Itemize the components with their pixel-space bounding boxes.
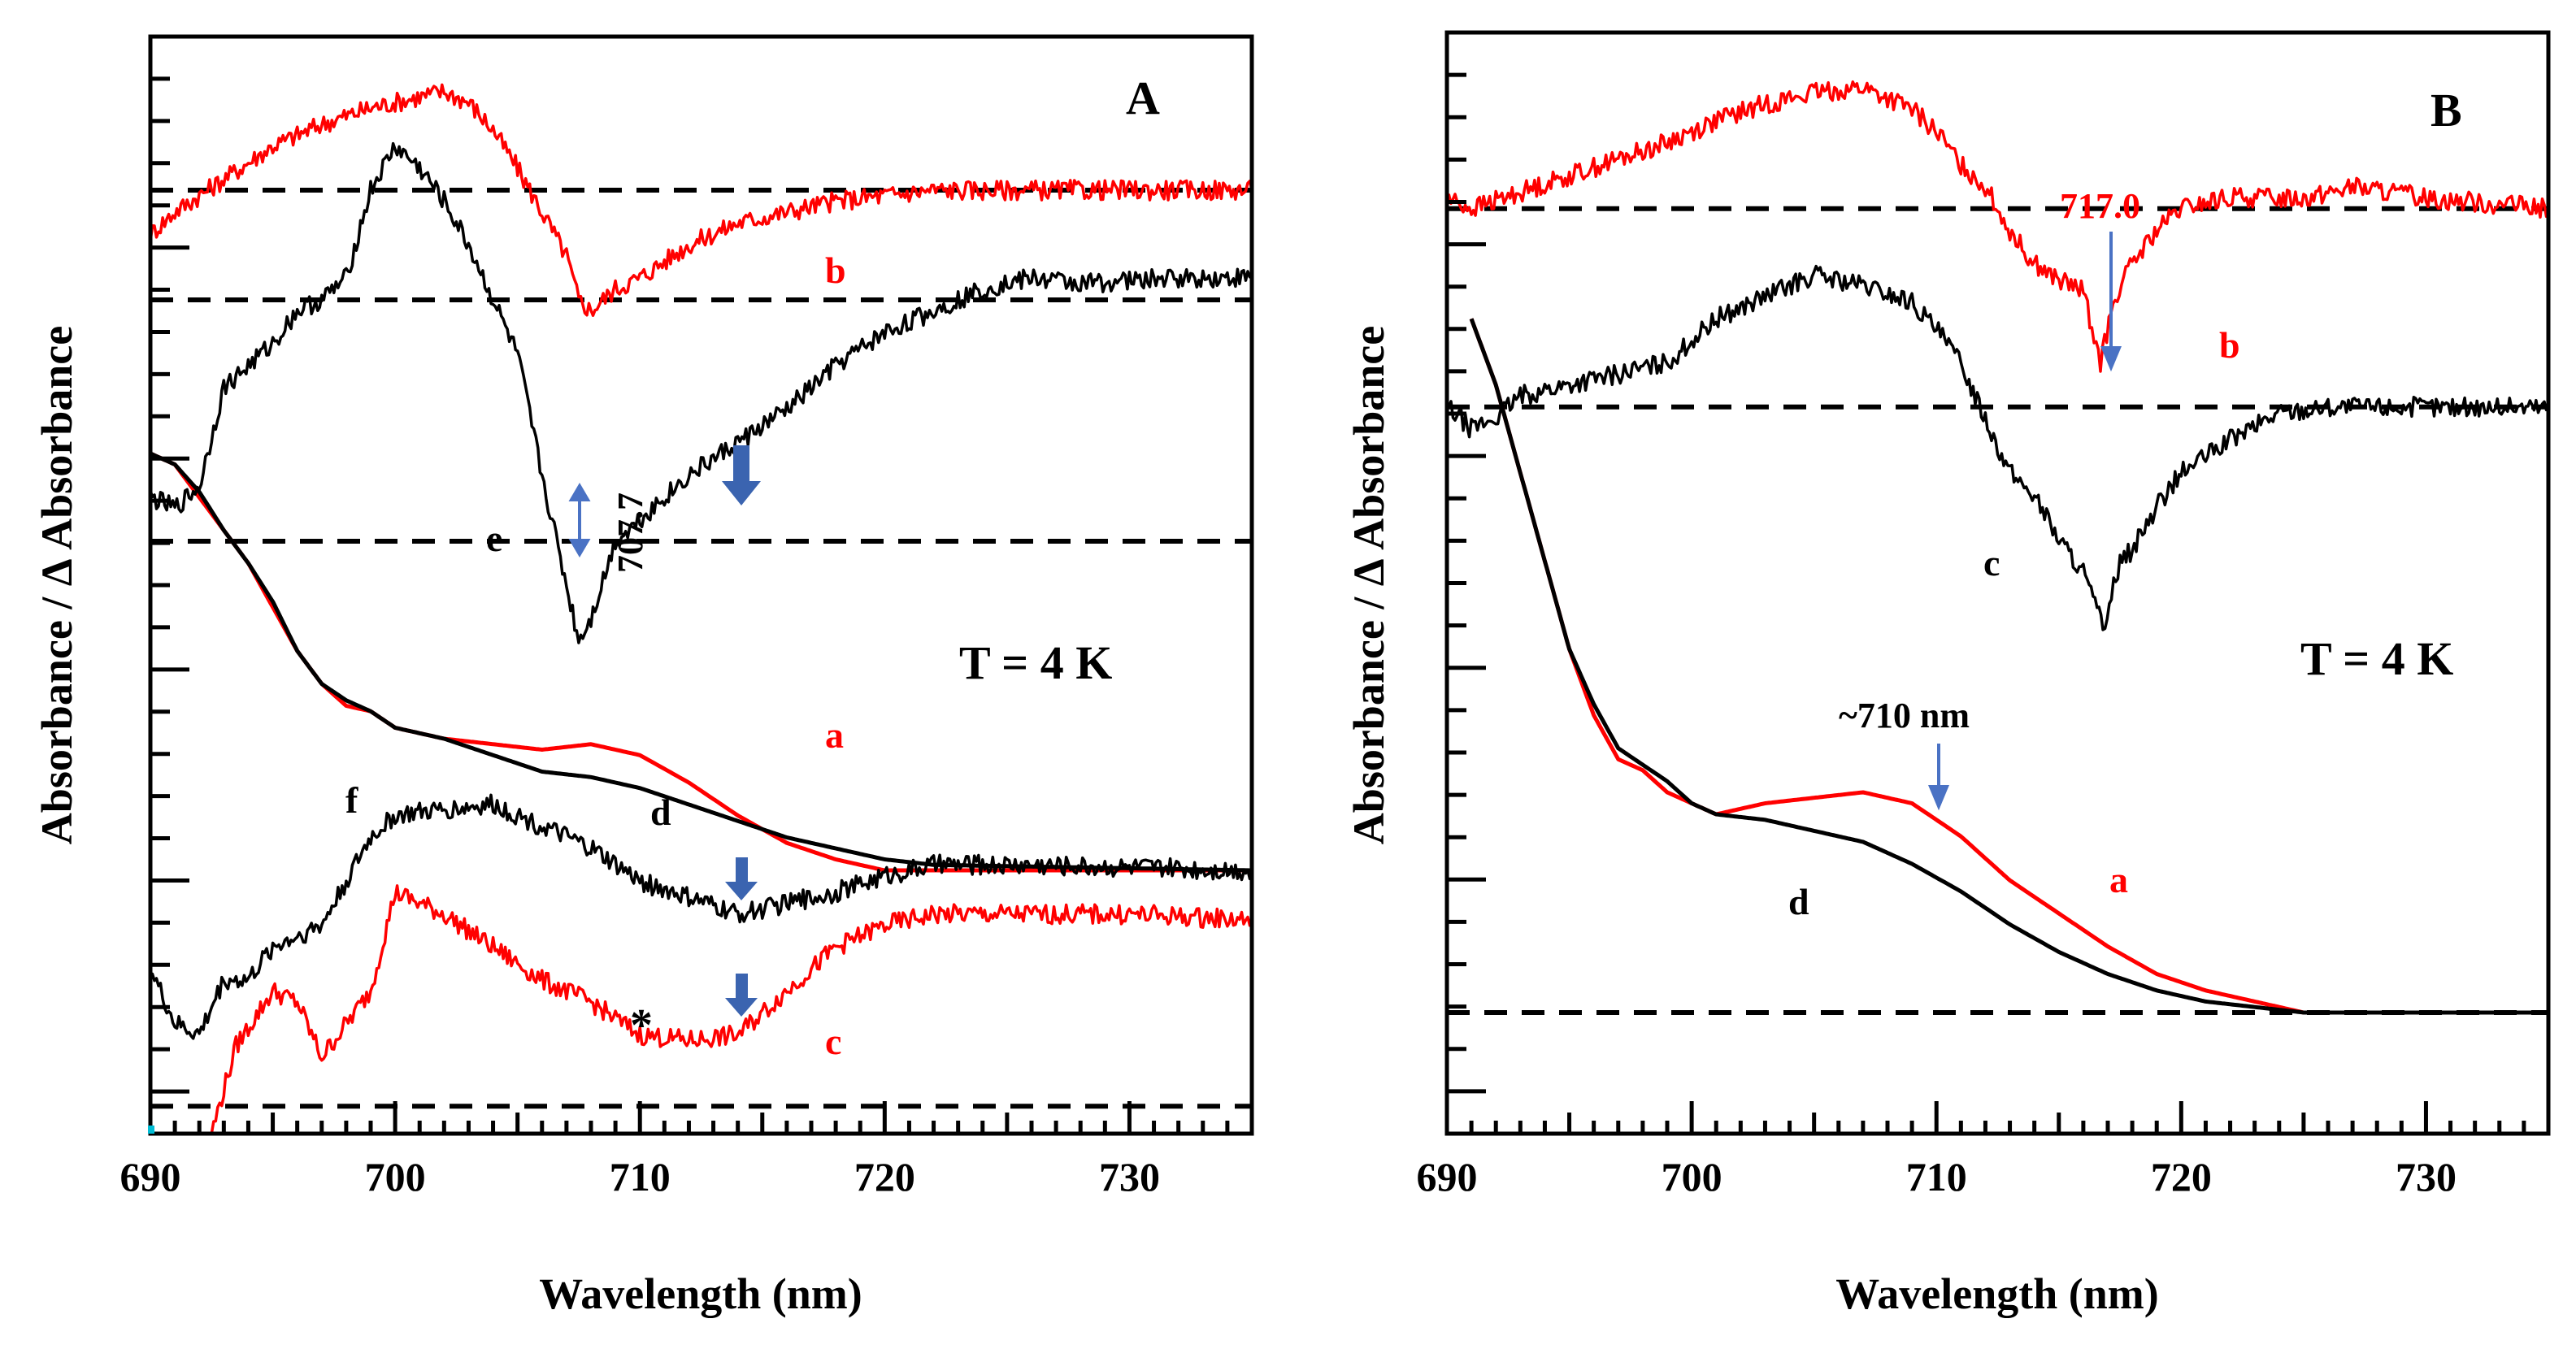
x-tick-label: 720 — [2151, 1154, 2212, 1199]
panel-label-a: A — [1126, 72, 1160, 124]
y-ticks-b — [1447, 72, 1486, 1094]
peak-label-710: ~710 nm — [1839, 696, 1970, 735]
down-arrow-icon-f — [725, 857, 758, 900]
y-ticks-a — [150, 76, 189, 1094]
curve-label-b-d: d — [1788, 881, 1809, 922]
panel-label-b: B — [2430, 84, 2462, 137]
down-arrow-icon-e — [722, 445, 761, 505]
peak-label-707: 707.7 — [610, 492, 650, 573]
x-tick-label: 730 — [1099, 1154, 1160, 1199]
curve-label-a-c: c — [825, 1021, 841, 1062]
down-arrow-icon-717 — [2100, 232, 2122, 372]
x-tick-label: 730 — [2396, 1154, 2457, 1199]
curve-label-a-a: a — [825, 714, 844, 756]
curve-label-a-b: b — [825, 249, 846, 291]
series-d — [1469, 318, 2548, 1015]
temperature-label-a: T = 4 K — [959, 636, 1112, 689]
series-f — [149, 793, 1253, 1040]
panel-a: 690 700 710 720 730 A T = 4 K Absorbance / Δ… — [33, 34, 1254, 1318]
series-c — [210, 884, 1253, 1134]
series-e — [149, 141, 1253, 644]
curve-label-a-e: e — [486, 518, 502, 559]
down-arrow-icon-710 — [1928, 744, 1949, 811]
curve-label-b-a: a — [2109, 859, 2128, 900]
x-tick-label: 710 — [610, 1154, 671, 1199]
plot-frame-a — [148, 34, 1254, 1136]
curve-label-b-b: b — [2219, 324, 2240, 366]
x-tick-label: 720 — [854, 1154, 915, 1199]
y-axis-label-a: Absorbance / Δ Absorbance — [33, 326, 81, 844]
curve-label-b-c: c — [1983, 542, 2000, 583]
x-tick-label: 710 — [1906, 1154, 1967, 1199]
series-c — [1445, 264, 2550, 631]
x-ticks-b: 690 700 710 720 730 — [1417, 1101, 2551, 1199]
asterisk-label: * — [630, 1000, 653, 1051]
panel-b: 690 700 710 720 730 B T = 4 K Absorbance / Δ… — [1344, 30, 2551, 1318]
temperature-label-b: T = 4 K — [2300, 632, 2453, 685]
x-axis-label-b: Wavelength (nm) — [1835, 1269, 2159, 1318]
series-b — [1445, 80, 2550, 1015]
y-axis-label-b: Absorbance / Δ Absorbance — [1344, 326, 1393, 844]
series-b — [149, 83, 1253, 317]
baselines-b — [1447, 206, 2548, 1015]
down-arrow-icon-c — [725, 974, 758, 1017]
curve-label-a-d: d — [650, 792, 671, 833]
curve-label-a-f: f — [345, 779, 358, 821]
series-b — [1445, 80, 2550, 373]
x-tick-label: 700 — [1662, 1154, 1722, 1199]
series-a — [149, 83, 1253, 1134]
x-tick-label: 700 — [365, 1154, 426, 1199]
corner-mark — [148, 1126, 154, 1134]
x-ticks-a: 690 700 710 720 730 — [120, 1101, 1254, 1199]
x-axis-label-a: Wavelength (nm) — [539, 1269, 862, 1318]
x-tick-label: 690 — [1417, 1154, 1478, 1199]
x-tick-label: 690 — [120, 1154, 181, 1199]
double-arrow-icon — [568, 483, 591, 557]
peak-label-717: 717.0 — [2060, 186, 2140, 226]
series-a — [149, 451, 1252, 873]
